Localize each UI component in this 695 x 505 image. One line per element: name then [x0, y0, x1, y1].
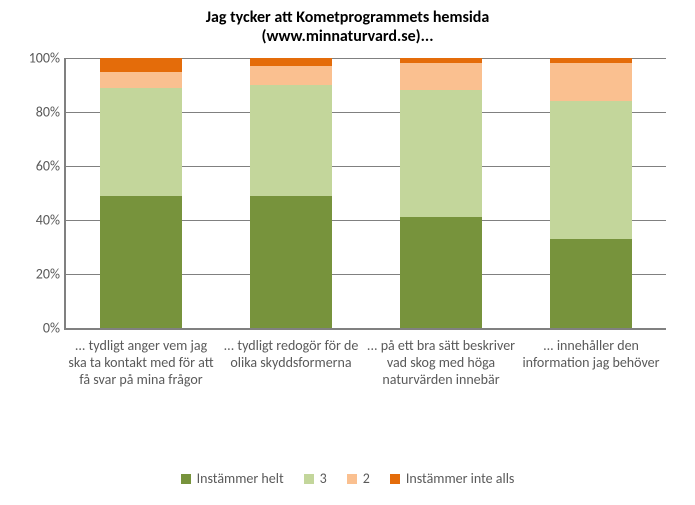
- legend-item-level3: 3: [304, 470, 327, 487]
- bar-segment-instammer_inte_alls: [250, 58, 333, 66]
- bar-segment-instammer_helt: [400, 217, 483, 328]
- legend-label: 2: [363, 470, 370, 487]
- y-axis-tick-label: 0%: [43, 320, 60, 337]
- bar-segment-level2: [550, 63, 633, 101]
- bar-segment-instammer_helt: [100, 196, 183, 328]
- chart-title-line: Jag tycker att Kometprogrammets hemsida: [0, 8, 695, 27]
- legend-label: Instämmer inte alls: [406, 470, 515, 487]
- legend-swatch: [304, 474, 314, 484]
- legend-item-level2: 2: [347, 470, 370, 487]
- bar-slot: [400, 58, 483, 328]
- bar-stack: [250, 58, 333, 328]
- legend-item-instammer_helt: Instämmer helt: [181, 470, 284, 487]
- legend-swatch: [347, 474, 357, 484]
- bar-segment-instammer_helt: [250, 196, 333, 328]
- legend: Instämmer helt 3 2 Instämmer inte alls: [0, 470, 695, 488]
- bar-segment-instammer_helt: [550, 239, 633, 328]
- bar-segment-instammer_inte_alls: [100, 58, 183, 72]
- bar-segment-level3: [400, 90, 483, 217]
- bar-stack: [400, 58, 483, 328]
- bar-segment-level3: [100, 88, 183, 196]
- y-axis-tick-label: 20%: [36, 266, 60, 283]
- stacked-bar-chart: Jag tycker att Kometprogrammets hemsida …: [0, 0, 695, 505]
- y-axis-tick-label: 40%: [36, 212, 60, 229]
- x-axis-tick-label: ... innehåller den information jag behöv…: [516, 338, 666, 372]
- bar-slot: [100, 58, 183, 328]
- legend-swatch: [181, 474, 191, 484]
- chart-title-line: (www.minnaturvard.se)...: [0, 27, 695, 46]
- bar-segment-level3: [550, 101, 633, 239]
- legend-row: Instämmer helt 3 2 Instämmer inte alls: [171, 470, 525, 488]
- bar-stack: [100, 58, 183, 328]
- bar-slot: [550, 58, 633, 328]
- x-axis-tick-label: ... tydligt redogör för de olika skyddsf…: [216, 338, 366, 372]
- x-axis-tick-label: ... tydligt anger vem jag ska ta kontakt…: [66, 338, 216, 388]
- plot-area: 0%20%40%60%80%100%... tydligt anger vem …: [64, 58, 666, 330]
- bar-stack: [550, 58, 633, 328]
- bar-segment-level2: [100, 72, 183, 88]
- y-axis-tick-label: 60%: [36, 158, 60, 175]
- bar-slot: [250, 58, 333, 328]
- x-axis-tick-label: ... på ett bra sätt beskriver vad skog m…: [366, 338, 516, 388]
- legend-label: 3: [320, 470, 327, 487]
- chart-title: Jag tycker att Kometprogrammets hemsida …: [0, 8, 695, 46]
- legend-label: Instämmer helt: [197, 470, 284, 487]
- bar-segment-level2: [250, 66, 333, 85]
- legend-item-instammer_inte_alls: Instämmer inte alls: [390, 470, 515, 487]
- bar-segment-level2: [400, 63, 483, 90]
- bar-segment-level3: [250, 85, 333, 196]
- legend-swatch: [390, 474, 400, 484]
- y-axis-tick-label: 100%: [29, 50, 60, 67]
- y-axis-tick-label: 80%: [36, 104, 60, 121]
